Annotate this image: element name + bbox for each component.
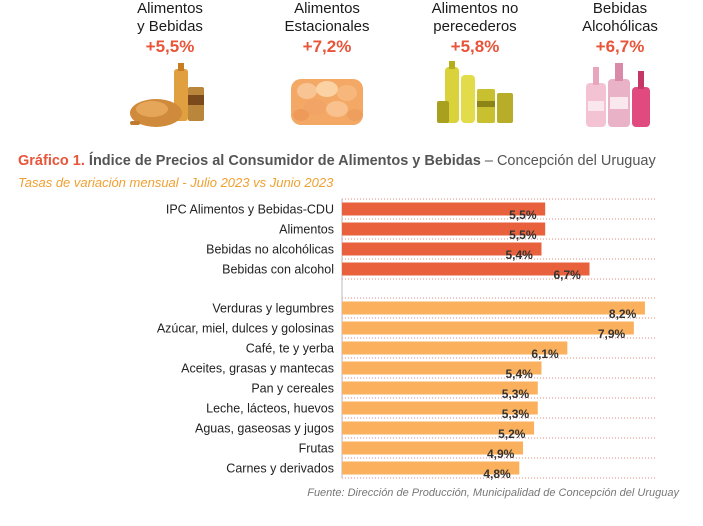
chart-number: Gráfico 1. [18, 153, 85, 169]
bar [342, 321, 634, 335]
data-label: 6,1% [531, 347, 559, 361]
data-label: 5,3% [502, 387, 530, 401]
data-label: 5,4% [505, 248, 533, 262]
data-label: 5,4% [505, 367, 533, 381]
card-alimentos-y-bebidas: Alimentos y Bebidas +5,5% [95, 0, 245, 133]
chart-heading: Gráfico 1. Índice de Precios al Consumid… [18, 153, 656, 169]
category-label: Aguas, gaseosas y jugos [195, 422, 334, 436]
bar [342, 421, 535, 435]
card-label: Alimentos y Bebidas [137, 0, 203, 35]
data-label: 8,2% [609, 307, 637, 321]
category-label: Aceites, grasas y mantecas [181, 362, 334, 376]
chart-region: Concepción del Uruguay [496, 153, 656, 169]
data-label: 4,8% [483, 467, 511, 481]
category-label: Pan y cereales [251, 382, 334, 396]
food-and-drinks-icon [130, 63, 204, 127]
bar [342, 361, 542, 375]
card-change: +6,7% [595, 37, 645, 56]
card-change: +5,8% [450, 37, 500, 56]
chart-subtitle: Tasas de variación mensual - Julio 2023 … [18, 175, 334, 190]
data-label: 5,3% [502, 407, 530, 421]
category-label: IPC Alimentos y Bebidas-CDU [166, 203, 334, 217]
card-bebidas-alcoholicas: Bebidas Alcohólicas +6,7% [545, 0, 695, 133]
data-label: 5,2% [498, 427, 526, 441]
bar [342, 262, 590, 276]
data-label: 5,5% [509, 208, 537, 222]
category-label: Alimentos [279, 223, 334, 237]
card-alimentos-estacionales: Alimentos Estacionales +7,2% [252, 0, 402, 133]
bar [342, 441, 524, 455]
chart-title: Índice de Precios al Consumidor de Alime… [88, 153, 481, 169]
data-label: 4,9% [487, 447, 515, 461]
data-label: 5,5% [509, 228, 537, 242]
category-label: Azúcar, miel, dulces y golosinas [157, 322, 334, 336]
category-label: Bebidas con alcohol [222, 263, 334, 277]
card-change: +5,5% [145, 37, 195, 56]
card-label: Bebidas Alcohólicas [582, 0, 658, 35]
data-label: 6,7% [554, 268, 582, 282]
bar [342, 461, 520, 475]
card-label: Alimentos Estacionales [284, 0, 370, 35]
category-label: Leche, lácteos, huevos [206, 402, 334, 416]
non-perishable-food-icon [437, 61, 513, 123]
source-note: Fuente: Dirección de Producción, Municip… [307, 487, 679, 499]
alcoholic-drinks-icon [586, 63, 650, 127]
card-change: +7,2% [302, 37, 352, 56]
category-label: Café, te y yerba [246, 342, 334, 356]
category-label: Carnes y derivados [226, 462, 334, 476]
category-label: Verduras y legumbres [212, 302, 334, 316]
bar [342, 381, 538, 395]
category-label: Bebidas no alcohólicas [206, 243, 334, 257]
bar [342, 401, 538, 415]
seasonal-food-icon [291, 79, 363, 125]
bar [342, 301, 645, 315]
bar [342, 242, 542, 256]
title-separator: – [484, 153, 493, 169]
card-label: Alimentos no perecederos [431, 0, 519, 35]
card-alimentos-no-perecederos: Alimentos no perecederos +5,8% [400, 0, 550, 133]
data-label: 7,9% [598, 327, 626, 341]
bar [342, 222, 546, 236]
bar [342, 202, 546, 216]
category-label: Frutas [299, 442, 334, 456]
bar [342, 341, 568, 355]
